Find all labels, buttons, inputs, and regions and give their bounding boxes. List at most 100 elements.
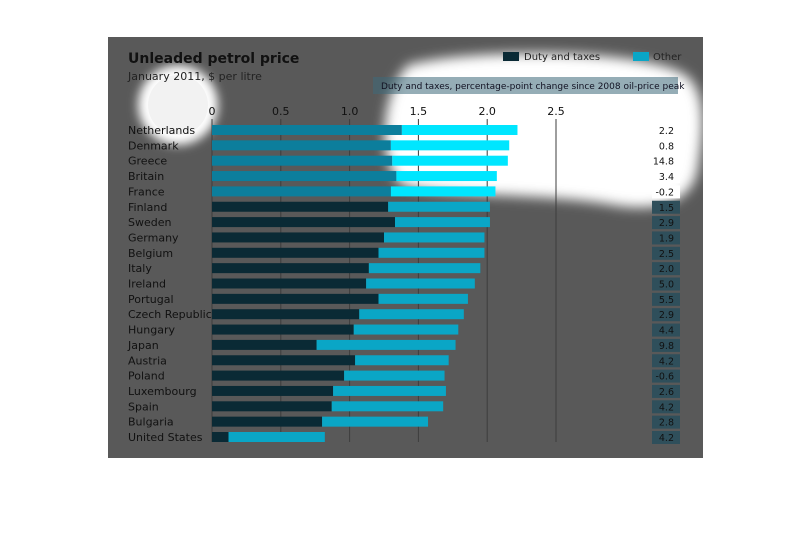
bar-other <box>368 263 481 274</box>
value-box <box>652 277 680 291</box>
side-value: 5.0 <box>659 280 674 291</box>
value-box <box>652 154 680 168</box>
bar-other <box>333 385 446 396</box>
legend: Duty and taxes Other <box>503 52 682 63</box>
x-tick-label: 0.5 <box>272 105 290 118</box>
value-box <box>652 308 680 322</box>
category-label: France <box>128 185 165 198</box>
value-box <box>652 338 680 352</box>
value-box <box>652 139 680 153</box>
bar-other <box>395 217 490 228</box>
bar-other <box>401 125 518 135</box>
category-label: Poland <box>128 370 165 383</box>
bar-other <box>359 309 464 320</box>
x-tick-label: 2.0 <box>478 105 496 118</box>
side-value: 4.2 <box>659 402 674 413</box>
petrol-price-chart: Unleaded petrol price January 2011, $ pe… <box>127 51 703 444</box>
legend-label-duty: Duty and taxes <box>524 52 600 63</box>
category-label: Ireland <box>128 278 166 291</box>
value-box <box>652 400 680 414</box>
category-label: Greece <box>128 155 167 168</box>
category-label: Spain <box>128 400 159 413</box>
value-box <box>652 415 680 429</box>
category-label: Netherlands <box>128 124 195 137</box>
category-label: Czech Republic <box>128 308 212 321</box>
bar-other <box>390 186 496 197</box>
bar-other <box>392 155 508 166</box>
bar-other <box>353 324 459 335</box>
bar-duty <box>212 432 229 442</box>
bar-duty <box>212 309 360 320</box>
side-value: -0.6 <box>655 372 674 383</box>
x-tick-label: 1.5 <box>410 105 428 118</box>
side-value: 2.9 <box>659 218 674 229</box>
bar-duty <box>212 324 354 335</box>
side-value: 1.9 <box>659 233 674 244</box>
value-box <box>652 384 680 398</box>
bar-other <box>388 201 490 212</box>
legend-swatch-other <box>633 52 649 61</box>
side-value: 9.8 <box>659 341 674 352</box>
bar-other <box>316 339 456 350</box>
value-box <box>652 354 680 368</box>
category-label: Finland <box>128 201 167 214</box>
bar-duty <box>212 217 396 228</box>
side-panel-label-bg <box>373 77 678 94</box>
legend-swatch-duty <box>503 52 519 61</box>
bar-other <box>384 232 485 243</box>
bar-duty <box>212 339 317 350</box>
bar-duty <box>212 186 391 197</box>
category-label: Portugal <box>128 293 174 306</box>
category-label: Japan <box>127 339 159 352</box>
chart-title: Unleaded petrol price <box>128 51 299 67</box>
side-value: 2.5 <box>659 249 674 260</box>
side-value: 4.2 <box>659 433 674 444</box>
value-box <box>652 170 680 184</box>
bar-duty <box>212 278 367 289</box>
category-label: Bulgaria <box>128 416 174 429</box>
chart-panel: Unleaded petrol price January 2011, $ pe… <box>108 37 703 458</box>
side-value: 2.6 <box>659 387 674 398</box>
chart-subtitle: January 2011, $ per litre <box>127 70 262 83</box>
bar-other <box>228 432 325 442</box>
category-label: Italy <box>128 262 152 275</box>
value-box <box>652 292 680 306</box>
bar-other <box>378 293 468 304</box>
bar-duty <box>212 232 384 243</box>
category-label: Britain <box>128 170 164 183</box>
bar-duty <box>212 416 323 427</box>
value-box <box>652 369 680 383</box>
side-value: 0.8 <box>659 141 674 152</box>
bar-duty <box>212 385 334 396</box>
value-box <box>652 216 680 230</box>
category-label: Luxembourg <box>128 385 197 398</box>
bar-other <box>355 355 449 366</box>
x-tick-label: 1.0 <box>341 105 359 118</box>
category-label: Germany <box>128 231 179 244</box>
side-value: 1.5 <box>659 203 674 214</box>
bar-other <box>366 278 475 289</box>
x-tick-label: 0 <box>209 105 216 118</box>
side-value: 2.9 <box>659 310 674 321</box>
value-box <box>652 200 680 214</box>
category-label: Sweden <box>128 216 171 229</box>
value-box <box>652 262 680 276</box>
bar-duty <box>212 370 345 381</box>
bar-duty <box>212 401 332 412</box>
value-box <box>652 323 680 337</box>
side-value: 2.2 <box>659 126 674 137</box>
side-value: 3.4 <box>659 172 674 183</box>
side-panel-label: Duty and taxes, percentage-point change … <box>381 82 685 92</box>
side-value: 14.8 <box>653 157 674 168</box>
category-label: United States <box>128 431 203 444</box>
side-value: 2.0 <box>659 264 674 275</box>
bar-duty <box>212 355 356 366</box>
spotlight-circle-inner <box>148 75 208 135</box>
side-value: 4.4 <box>659 326 674 337</box>
side-value: 5.5 <box>659 295 674 306</box>
value-box <box>652 431 680 444</box>
bar-other <box>322 416 429 427</box>
side-value: -0.2 <box>655 187 674 198</box>
bar-duty <box>212 263 369 274</box>
bar-other <box>396 171 497 182</box>
